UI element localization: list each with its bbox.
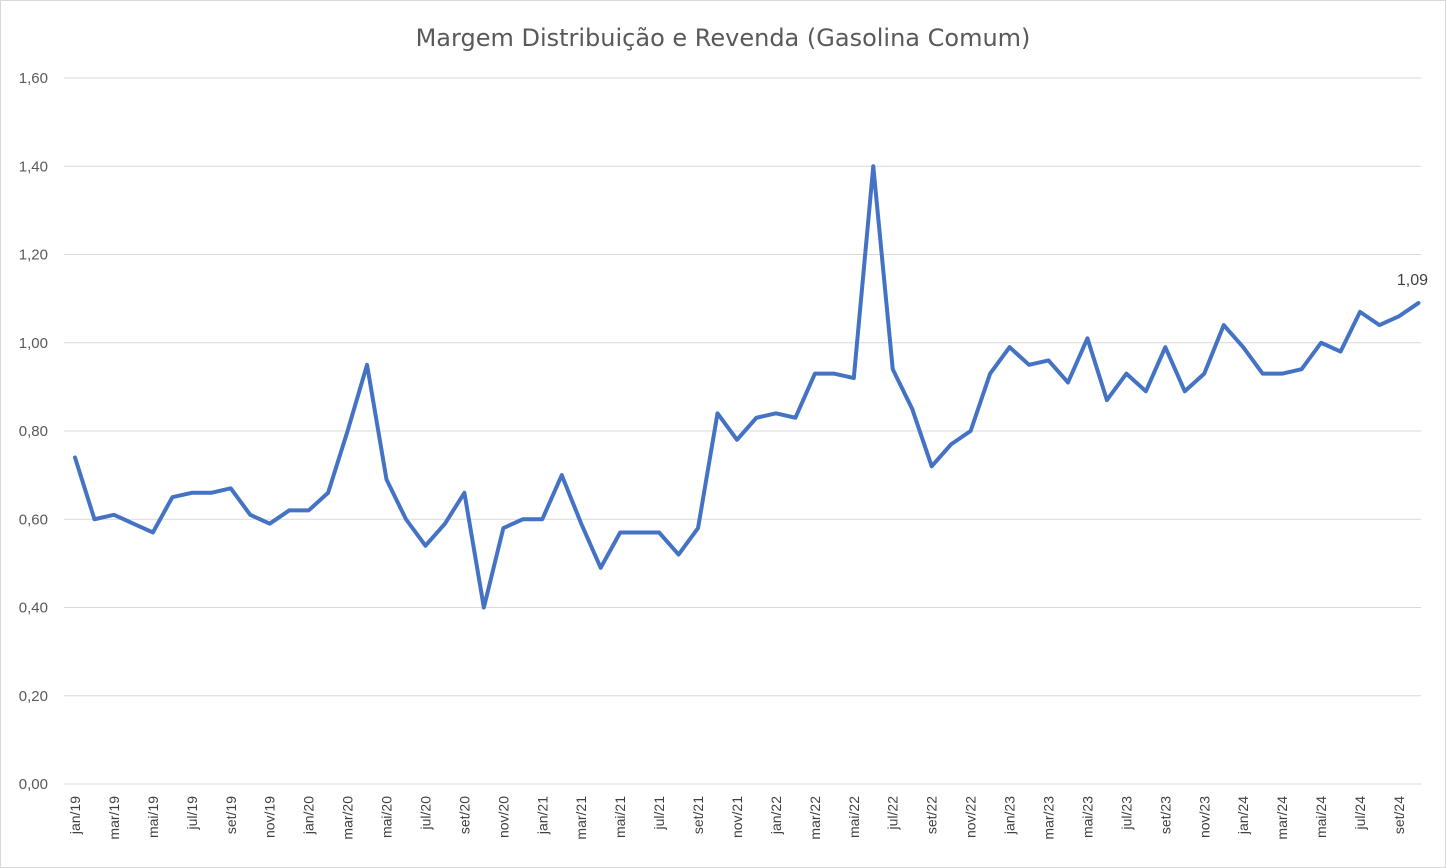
x-tick-label: mai/23 bbox=[1079, 796, 1095, 838]
x-tick-label: jul/24 bbox=[1352, 796, 1368, 831]
x-tick-label: nov/21 bbox=[729, 796, 745, 838]
x-axis-tick-labels: jan/19 mar/19 mai/19 jul/19 set/19 nov/19 jan/… bbox=[67, 796, 1407, 840]
x-tick-label: mar/21 bbox=[573, 796, 589, 840]
x-tick-label: jan/22 bbox=[768, 796, 784, 835]
x-tick-label: jul/19 bbox=[184, 796, 200, 831]
x-tick-label: set/23 bbox=[1157, 796, 1173, 834]
x-tick-label: jan/21 bbox=[534, 796, 550, 835]
x-tick-label: jul/20 bbox=[417, 796, 433, 831]
x-tick-label: jan/19 bbox=[67, 796, 83, 835]
x-tick-label: set/22 bbox=[924, 796, 940, 834]
series-layer bbox=[73, 164, 1421, 610]
x-tick-label: mar/23 bbox=[1041, 796, 1057, 840]
x-tick-label: mai/21 bbox=[612, 796, 628, 838]
x-tick-label: mai/20 bbox=[379, 796, 395, 838]
x-tick-label: jan/23 bbox=[1002, 796, 1018, 835]
y-axis-tick-labels: 0,00 0,20 0,40 0,60 0,80 1,00 1,20 1,40 1,60 bbox=[19, 70, 48, 793]
x-tick-label: jul/22 bbox=[885, 796, 901, 831]
x-tick-label: set/19 bbox=[223, 796, 239, 834]
x-tick-label: mar/22 bbox=[807, 796, 823, 840]
x-tick-label: set/24 bbox=[1391, 796, 1407, 834]
series-line-0 bbox=[73, 164, 1421, 610]
x-tick-label: mai/24 bbox=[1313, 796, 1329, 838]
x-tick-label: jan/20 bbox=[301, 796, 317, 835]
x-tick-label: nov/20 bbox=[495, 796, 511, 838]
y-tick-label: 1,40 bbox=[19, 158, 48, 175]
x-tick-label: mai/22 bbox=[846, 796, 862, 838]
y-tick-label: 0,40 bbox=[19, 600, 48, 617]
x-tick-label: mai/19 bbox=[145, 796, 161, 838]
x-tick-label: set/21 bbox=[690, 796, 706, 834]
y-tick-label: 1,00 bbox=[19, 335, 48, 352]
y-tick-label: 0,60 bbox=[19, 511, 48, 528]
x-tick-label: nov/22 bbox=[963, 796, 979, 838]
x-tick-label: set/20 bbox=[456, 796, 472, 834]
x-tick-label: nov/23 bbox=[1196, 796, 1212, 838]
y-tick-label: 0,20 bbox=[19, 688, 48, 705]
x-tick-label: jul/23 bbox=[1118, 796, 1134, 831]
x-tick-label: mar/20 bbox=[340, 796, 356, 840]
x-tick-label: jan/24 bbox=[1235, 796, 1251, 835]
y-tick-label: 1,60 bbox=[19, 70, 48, 87]
y-tick-label: 0,80 bbox=[19, 423, 48, 440]
y-tick-label: 1,20 bbox=[19, 247, 48, 264]
data-label: 1,09 bbox=[1397, 272, 1428, 289]
y-tick-label: 0,00 bbox=[19, 776, 48, 793]
x-tick-label: nov/19 bbox=[262, 796, 278, 838]
x-tick-label: mar/19 bbox=[106, 796, 122, 840]
x-tick-label: jul/21 bbox=[651, 796, 667, 831]
data-labels: 1,09 bbox=[1397, 272, 1428, 289]
chart-title: Margem Distribuição e Revenda (Gasolina … bbox=[416, 24, 1031, 52]
x-tick-label: mar/24 bbox=[1274, 796, 1290, 840]
